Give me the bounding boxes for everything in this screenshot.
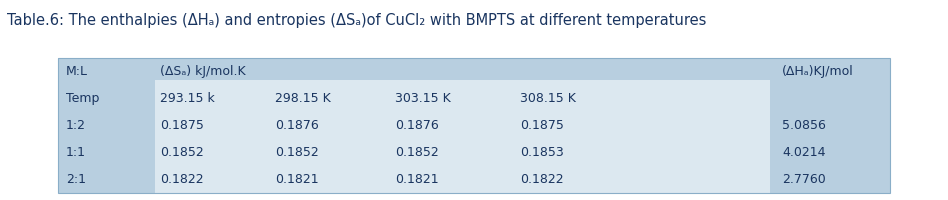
Text: 1:2: 1:2 (66, 119, 86, 132)
Text: 298.15 K: 298.15 K (275, 92, 331, 105)
Text: 0.1852: 0.1852 (275, 146, 319, 159)
Text: 4.0214: 4.0214 (782, 146, 826, 159)
Text: 293.15 k: 293.15 k (160, 92, 215, 105)
Text: 0.1853: 0.1853 (520, 146, 564, 159)
Text: 0.1852: 0.1852 (160, 146, 204, 159)
Text: 0.1821: 0.1821 (275, 173, 319, 186)
Text: 303.15 K: 303.15 K (395, 92, 450, 105)
Text: 0.1852: 0.1852 (395, 146, 439, 159)
Text: 5.0856: 5.0856 (782, 119, 826, 132)
Text: Table.6: The enthalpies (ΔHₐ) and entropies (ΔSₐ)of CuCl₂ with BMPTS at differen: Table.6: The enthalpies (ΔHₐ) and entrop… (7, 13, 706, 28)
Text: Temp: Temp (66, 92, 100, 105)
Text: 0.1822: 0.1822 (520, 173, 564, 186)
Bar (58, 58, 890, 193)
Bar (58, 58, 890, 193)
Bar (155, 80, 770, 193)
Text: (ΔSₐ) kJ/mol.K: (ΔSₐ) kJ/mol.K (160, 65, 246, 78)
Text: 1:1: 1:1 (66, 146, 86, 159)
Text: M:L: M:L (66, 65, 88, 78)
Text: (ΔHₐ)KJ/mol: (ΔHₐ)KJ/mol (782, 65, 854, 78)
Text: 0.1875: 0.1875 (160, 119, 204, 132)
Text: 2:1: 2:1 (66, 173, 86, 186)
Text: 2.7760: 2.7760 (782, 173, 826, 186)
Text: 0.1876: 0.1876 (395, 119, 439, 132)
Text: 308.15 K: 308.15 K (520, 92, 575, 105)
Text: 0.1822: 0.1822 (160, 173, 204, 186)
Text: 0.1821: 0.1821 (395, 173, 439, 186)
Text: 0.1875: 0.1875 (520, 119, 564, 132)
Text: 0.1876: 0.1876 (275, 119, 319, 132)
